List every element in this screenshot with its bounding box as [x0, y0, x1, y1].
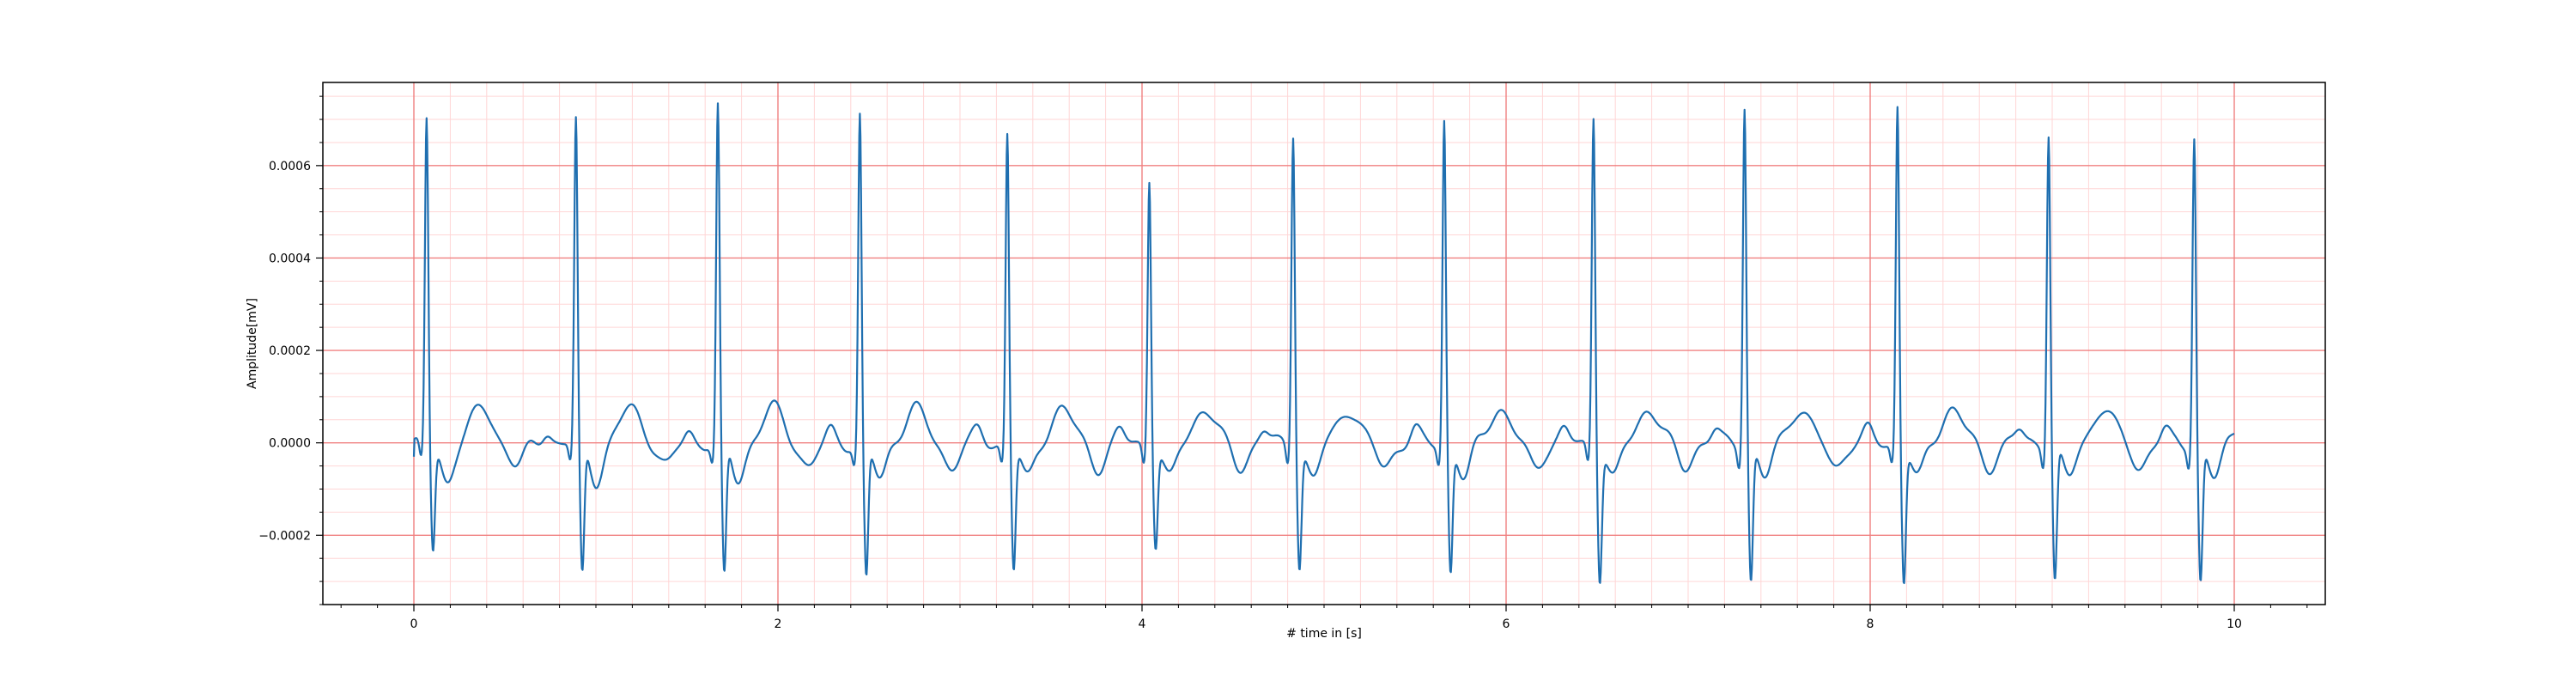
x-tick-label: 2	[775, 617, 782, 631]
x-tick-label: 6	[1503, 617, 1510, 631]
x-axis-label: # time in [s]	[1286, 627, 1362, 641]
y-tick-label: 0.0002	[269, 344, 311, 358]
y-tick-label: −0.0002	[258, 529, 311, 543]
x-tick-label: 4	[1139, 617, 1146, 631]
y-axis-ticks: −0.0002 0.0000 0.0002 0.0004 0.0006	[258, 95, 323, 605]
x-axis-ticks: 0 2 4 6 8 10	[340, 605, 2308, 631]
y-tick-label: 0.0004	[269, 252, 311, 265]
y-tick-label: 0.0000	[269, 437, 311, 451]
y-tick-label: 0.0006	[269, 160, 311, 173]
x-tick-label: 10	[2227, 617, 2242, 631]
ecg-signal-line	[412, 102, 2235, 585]
x-tick-label: 0	[410, 617, 418, 631]
x-tick-label: 8	[1867, 617, 1874, 631]
y-axis-label: Amplitude[mV]	[246, 298, 259, 389]
minor-grid	[323, 82, 2325, 605]
major-grid	[323, 82, 2325, 605]
